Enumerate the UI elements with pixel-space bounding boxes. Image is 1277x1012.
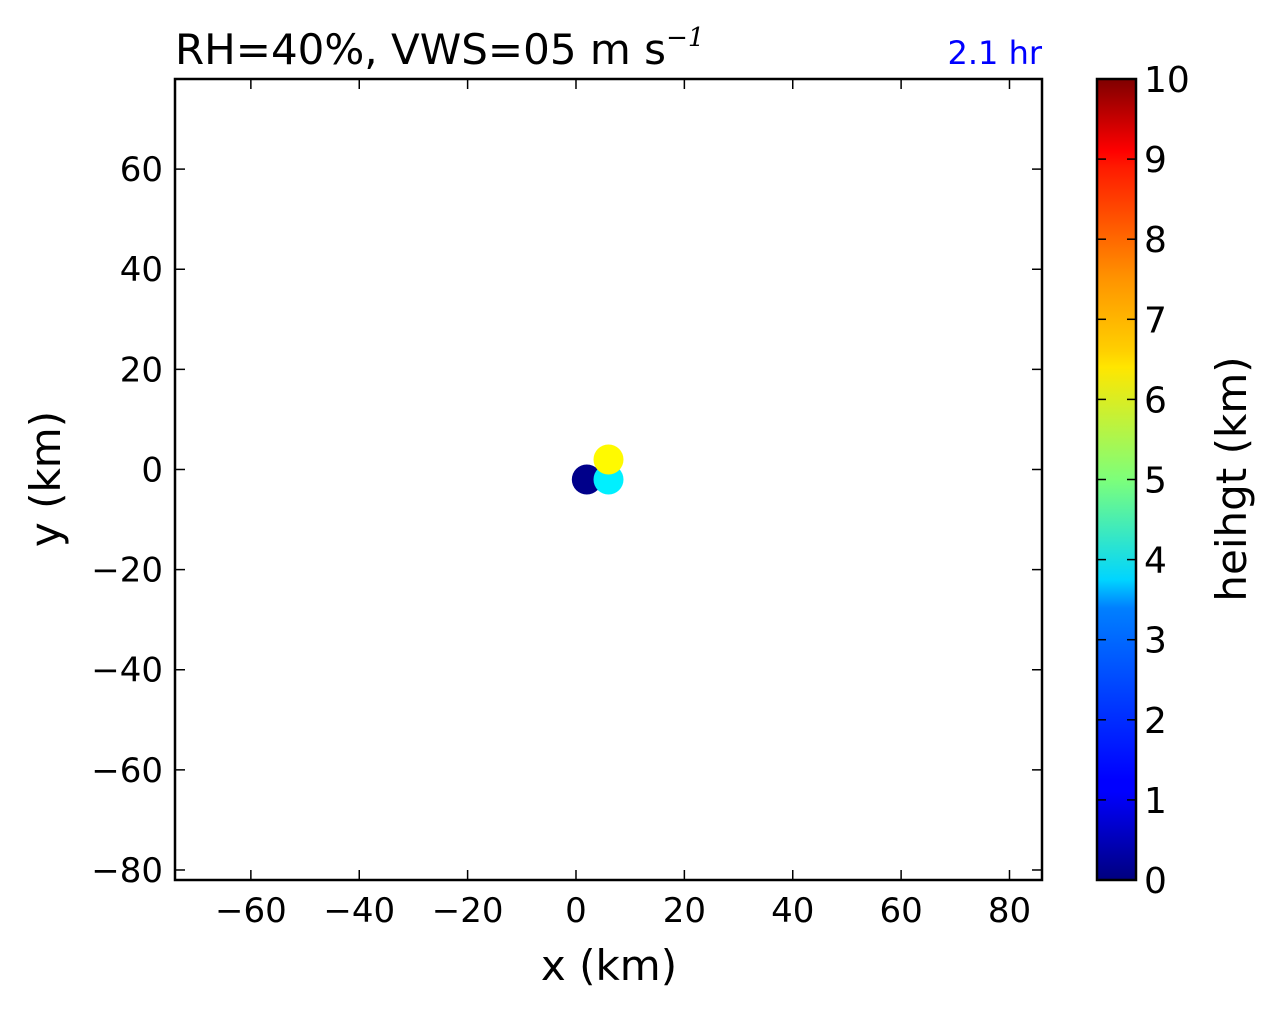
x-tick-label: −60 — [215, 891, 287, 931]
x-tick-label: 80 — [988, 891, 1031, 931]
colorbar-tick-label: 2 — [1144, 701, 1167, 742]
chart-time-label: 2.1 hr — [948, 34, 1043, 72]
scatter-point-2 — [593, 444, 624, 475]
x-tick-label: −40 — [323, 891, 395, 931]
y-tick-label: 0 — [141, 450, 163, 490]
colorbar-tick-label: 5 — [1144, 461, 1167, 502]
x-tick-label: 40 — [771, 891, 814, 931]
x-tick-label: 0 — [565, 891, 587, 931]
y-tick-label: −80 — [91, 851, 163, 891]
colorbar-tick-label: 0 — [1144, 861, 1167, 902]
colorbar: 0 1 2 3 4 5 6 7 8 9 10 heihgt (km) — [1095, 60, 1256, 902]
x-tick-label: 60 — [879, 891, 922, 931]
colorbar-tick-label: 1 — [1144, 781, 1167, 822]
y-tick-label: 60 — [120, 150, 163, 190]
colorbar-tick-label: 4 — [1144, 541, 1167, 582]
y-tick-label: 40 — [120, 250, 163, 290]
x-tick-label: 20 — [663, 891, 706, 931]
scatter-points — [571, 444, 624, 495]
chart-title: RH=40%, VWS=05 m s−1 — [175, 23, 704, 74]
y-axis-ticks: 60 40 20 0 −20 −40 −60 −80 — [91, 150, 1042, 891]
x-axis-label: x (km) — [541, 941, 677, 990]
title-superscript: −1 — [666, 23, 704, 53]
colorbar-label: heihgt (km) — [1207, 356, 1256, 601]
scatter-point-0 — [571, 464, 602, 495]
colorbar-tick-label: 7 — [1144, 300, 1167, 341]
colorbar-tick-label: 8 — [1144, 220, 1167, 261]
y-tick-label: −40 — [91, 651, 163, 691]
colorbar-tick-label: 6 — [1144, 380, 1167, 421]
colorbar-ticks: 0 1 2 3 4 5 6 7 8 9 10 — [1097, 60, 1190, 902]
y-tick-label: −60 — [91, 751, 163, 791]
y-tick-label: −20 — [91, 551, 163, 591]
y-tick-label: 20 — [120, 350, 163, 390]
x-tick-label: −20 — [432, 891, 504, 931]
colorbar-tick-label: 9 — [1144, 140, 1167, 181]
y-axis-label: y (km) — [21, 411, 70, 547]
colorbar-tick-label: 10 — [1144, 60, 1190, 101]
colorbar-tick-label: 3 — [1144, 621, 1167, 662]
x-axis-ticks: −60 −40 −20 0 20 40 60 80 — [215, 79, 1031, 931]
